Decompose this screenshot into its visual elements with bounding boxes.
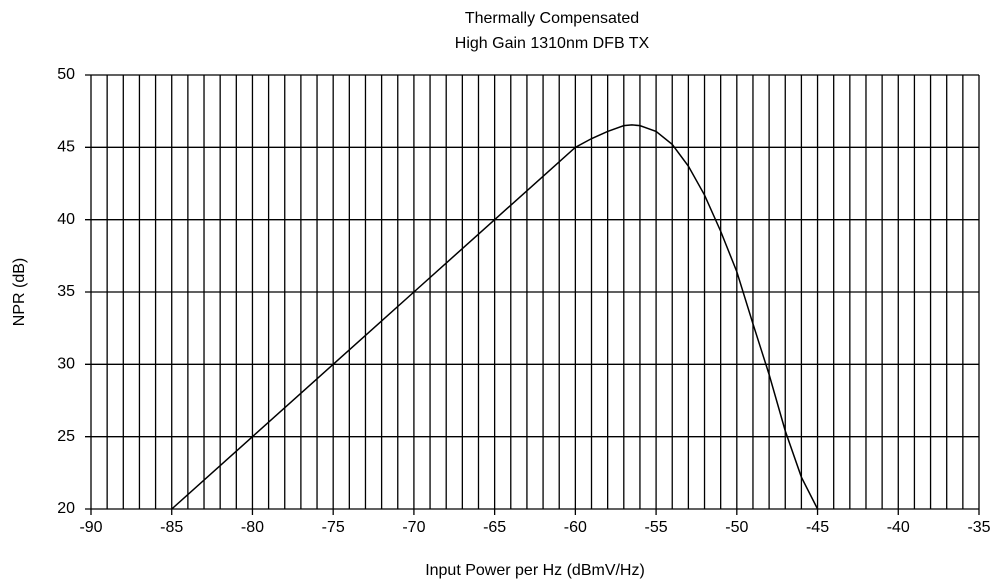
y-tick-label: 30 — [57, 356, 75, 373]
y-tick-label: 25 — [57, 428, 75, 445]
y-tick-label: 50 — [57, 66, 75, 83]
y-tick-label: 20 — [57, 500, 75, 517]
x-axis-label: Input Power per Hz (dBmV/Hz) — [425, 562, 645, 579]
x-tick-label: -50 — [725, 519, 748, 536]
y-axis-label: NPR (dB) — [11, 258, 28, 326]
x-tick-label: -55 — [645, 519, 668, 536]
x-tick-label: -75 — [322, 519, 345, 536]
x-tick-label: -45 — [806, 519, 829, 536]
x-tick-label: -65 — [483, 519, 506, 536]
y-tick-label: 45 — [57, 139, 75, 156]
x-tick-label: -70 — [402, 519, 425, 536]
chart-subtitle: High Gain 1310nm DFB TX — [455, 35, 650, 52]
x-tick-label: -90 — [79, 519, 102, 536]
y-tick-label: 35 — [57, 283, 75, 300]
x-tick-label: -40 — [887, 519, 910, 536]
x-tick-label: -85 — [160, 519, 183, 536]
data-line — [171, 124, 819, 510]
y-tick-label: 40 — [57, 211, 75, 228]
x-tick-label: -35 — [967, 519, 990, 536]
chart-title: Thermally Compensated — [465, 10, 639, 27]
x-tick-label: -60 — [564, 519, 587, 536]
x-tick-label: -80 — [241, 519, 264, 536]
